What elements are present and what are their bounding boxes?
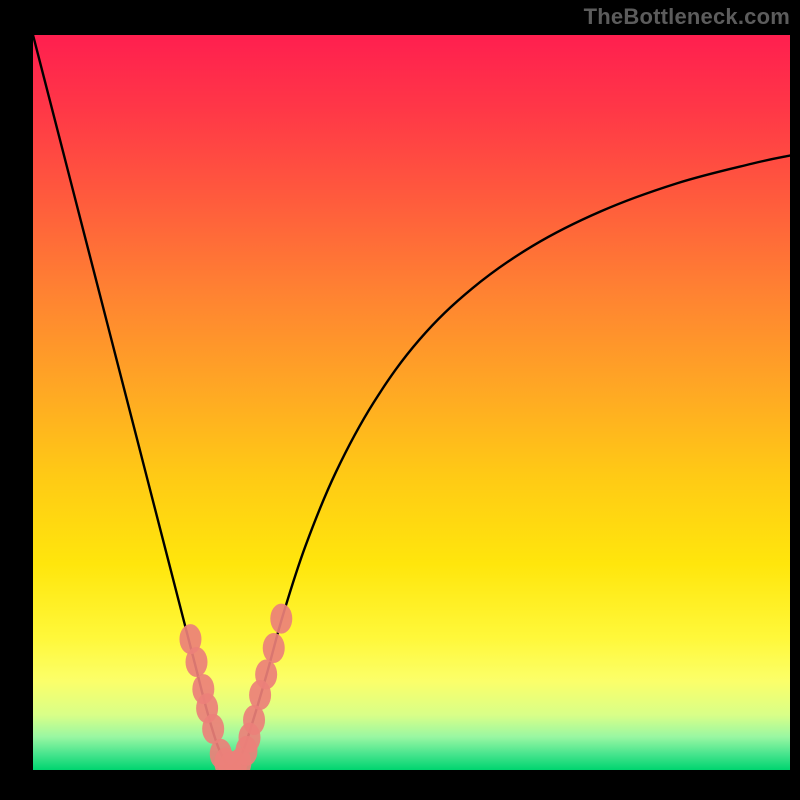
- data-markers: [33, 35, 790, 770]
- frame-bottom: [0, 770, 800, 800]
- frame-right: [790, 0, 800, 800]
- marker-point: [263, 633, 285, 663]
- marker-point: [186, 647, 208, 677]
- marker-point: [255, 659, 277, 689]
- frame-left: [0, 0, 33, 800]
- plot-area: [33, 35, 790, 770]
- marker-point: [270, 604, 292, 634]
- watermark-text: TheBottleneck.com: [584, 4, 790, 30]
